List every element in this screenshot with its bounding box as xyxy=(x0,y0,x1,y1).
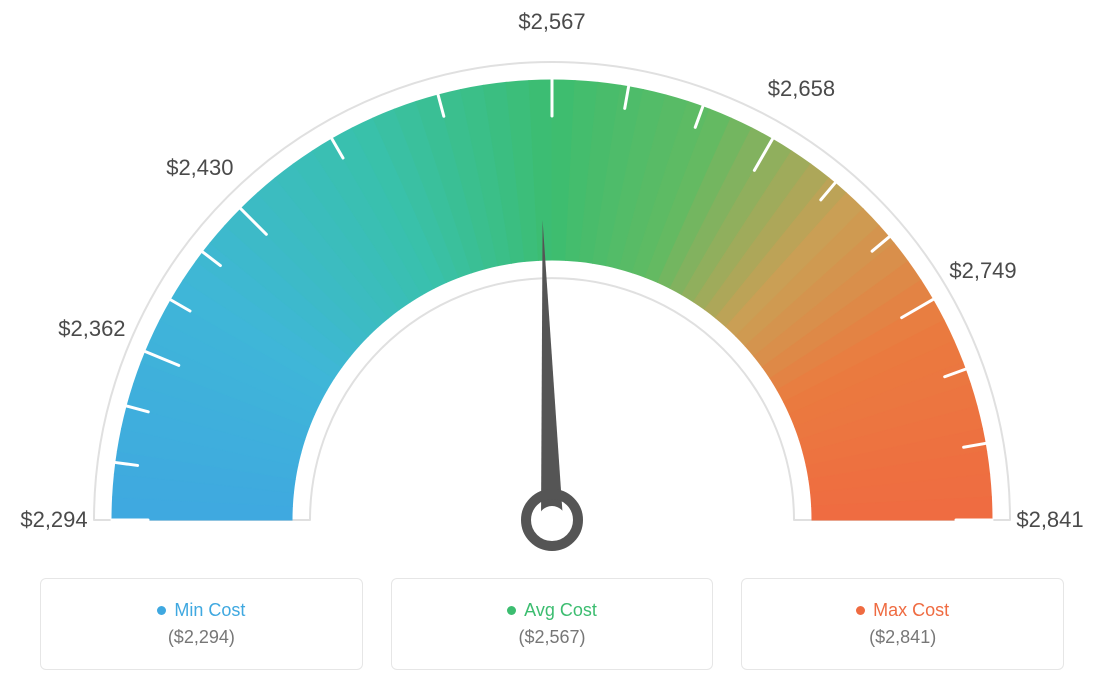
tick-label: $2,567 xyxy=(518,9,585,35)
legend-value-avg: ($2,567) xyxy=(518,627,585,648)
legend-dot-max xyxy=(856,606,865,615)
legend-card-min: Min Cost ($2,294) xyxy=(40,578,363,670)
tick-label: $2,362 xyxy=(58,316,125,342)
tick-label: $2,841 xyxy=(1016,507,1083,533)
legend-label-max: Max Cost xyxy=(873,600,949,621)
legend-dot-min xyxy=(157,606,166,615)
legend-label-avg: Avg Cost xyxy=(524,600,597,621)
tick-label: $2,749 xyxy=(949,258,1016,284)
legend-value-max: ($2,841) xyxy=(869,627,936,648)
gauge-svg xyxy=(0,0,1104,560)
legend-title-avg: Avg Cost xyxy=(507,600,597,621)
legend-card-avg: Avg Cost ($2,567) xyxy=(391,578,714,670)
tick-label: $2,294 xyxy=(20,507,87,533)
legend-label-min: Min Cost xyxy=(174,600,245,621)
gauge-area: $2,294 $2,362 $2,430 $2,567 $2,658 $2,749 $2,8… xyxy=(0,0,1104,560)
tick-label: $2,658 xyxy=(768,76,835,102)
legend-title-min: Min Cost xyxy=(157,600,245,621)
legend-value-min: ($2,294) xyxy=(168,627,235,648)
tick-label: $2,430 xyxy=(166,155,233,181)
legend-card-max: Max Cost ($2,841) xyxy=(741,578,1064,670)
legend-title-max: Max Cost xyxy=(856,600,949,621)
legend-dot-avg xyxy=(507,606,516,615)
legend-row: Min Cost ($2,294) Avg Cost ($2,567) Max … xyxy=(40,578,1064,670)
chart-container: $2,294 $2,362 $2,430 $2,567 $2,658 $2,749 $2,8… xyxy=(0,0,1104,690)
